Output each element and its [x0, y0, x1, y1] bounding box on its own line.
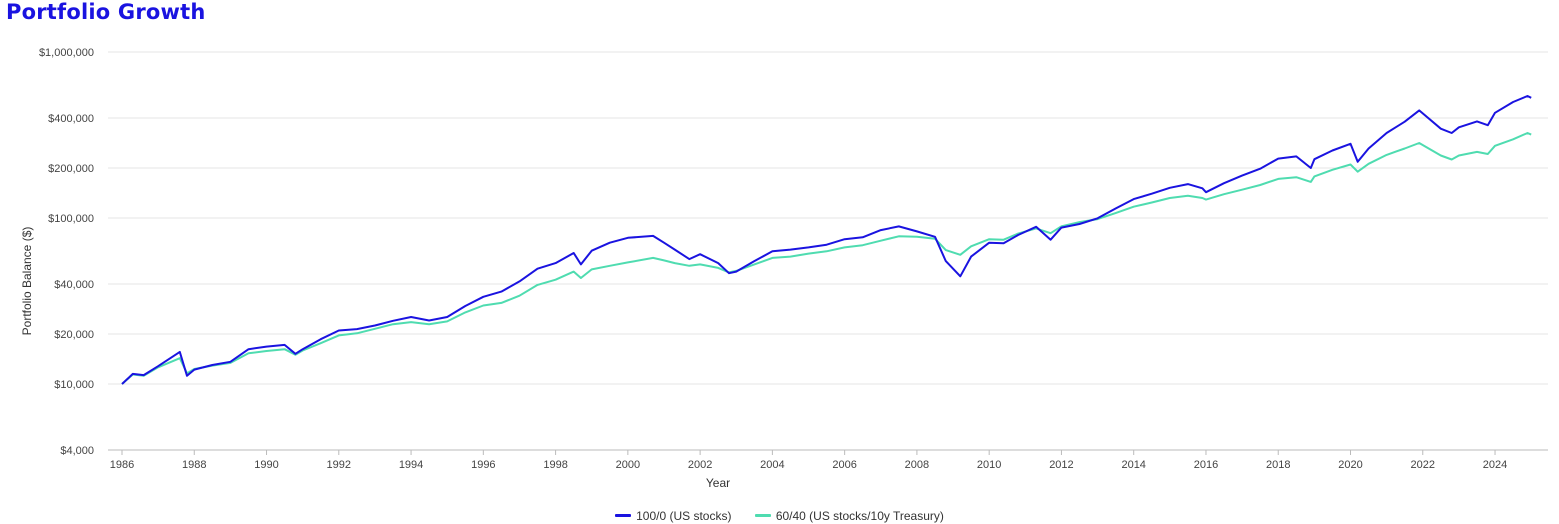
portfolio-growth-chart: $4,000 $10,000 $20,000 $40,000 $100,000 $200,…: [20, 47, 1548, 490]
x-tick-label: 2006: [832, 459, 856, 471]
legend: 100/0 (US stocks) 60/40 (US stocks/10y T…: [0, 506, 1559, 523]
x-tick-label: 1988: [182, 459, 206, 471]
x-tick-label: 2018: [1266, 459, 1290, 471]
legend-swatch-stocks: [615, 514, 632, 517]
series-lines: [121, 95, 1532, 385]
y-tick-label: $200,000: [48, 163, 94, 175]
y-tick-label: $40,000: [54, 279, 94, 291]
x-tick-label: 2012: [1049, 459, 1073, 471]
legend-label-stocks: 100/0 (US stocks): [636, 508, 732, 523]
x-tick-label: 1998: [543, 459, 567, 471]
legend-item-balanced[interactable]: 60/40 (US stocks/10y Treasury): [754, 508, 944, 523]
x-tick-label: 2010: [977, 459, 1001, 471]
chart-title: Portfolio Growth: [6, 0, 206, 24]
x-tick-label: 2016: [1194, 459, 1218, 471]
x-tick-label: 2000: [616, 459, 640, 471]
series-line-stocks: [121, 95, 1532, 385]
y-tick-label: $400,000: [48, 113, 94, 125]
legend-label-balanced: 60/40 (US stocks/10y Treasury): [775, 508, 944, 523]
y-axis-ticks: $4,000 $10,000 $20,000 $40,000 $100,000 $200,…: [39, 47, 94, 457]
y-axis-label: Portfolio Balance ($): [20, 227, 34, 336]
x-tick-label: 2020: [1338, 459, 1362, 471]
x-axis-ticks: 1986 1988 1990 1992 1994 1996 1998 2000 2002 2004…: [110, 450, 1507, 471]
x-tick-label: 1992: [327, 459, 351, 471]
y-tick-label: $20,000: [54, 329, 94, 341]
x-tick-label: 1986: [110, 459, 134, 471]
x-tick-label: 1990: [254, 459, 278, 471]
x-tick-label: 2022: [1411, 459, 1435, 471]
y-tick-label: $100,000: [48, 213, 94, 225]
x-tick-label: 2002: [688, 459, 712, 471]
x-tick-label: 1996: [471, 459, 495, 471]
x-axis-label: Year: [706, 476, 730, 490]
y-tick-label: $10,000: [54, 379, 94, 391]
x-tick-label: 2014: [1121, 459, 1145, 471]
x-tick-label: 1994: [399, 459, 423, 471]
legend-item-stocks[interactable]: 100/0 (US stocks): [615, 509, 731, 523]
x-tick-label: 2008: [905, 459, 929, 471]
x-tick-label: 2024: [1483, 459, 1507, 471]
legend-swatch-balanced: [754, 514, 771, 517]
series-line-balanced: [121, 132, 1532, 385]
x-tick-label: 2004: [760, 459, 784, 471]
y-tick-label: $1,000,000: [39, 47, 94, 59]
y-tick-label: $4,000: [60, 445, 94, 457]
